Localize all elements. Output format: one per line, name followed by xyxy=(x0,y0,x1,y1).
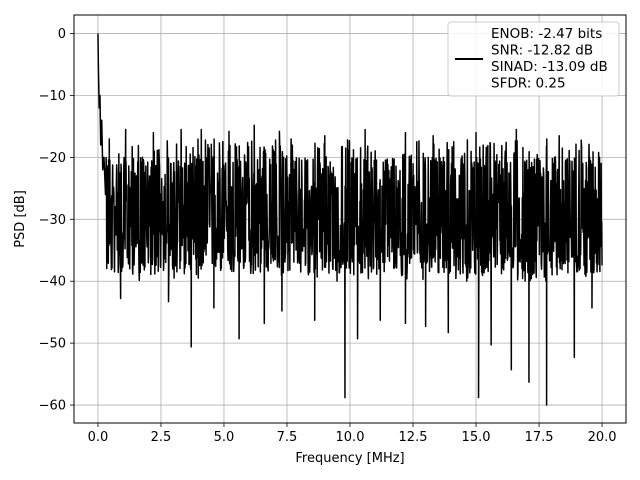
legend-box xyxy=(447,21,620,97)
psd-trace xyxy=(97,33,603,406)
x-axis-ticks: 0.0 2.5 5.0 7.5 10.0 12.5 15.0 17.5 20.0 xyxy=(88,423,617,445)
y-tick-label: −30 xyxy=(39,213,66,228)
legend-sinad-text: SINAD: -13.09 dB xyxy=(491,59,608,75)
y-axis-ticks: 0 −10 −20 −30 −40 −50 −60 xyxy=(39,27,74,414)
legend-snr-text: SNR: -12.82 dB xyxy=(491,43,593,59)
x-tick-label: 17.5 xyxy=(525,430,554,445)
y-tick-label: 0 xyxy=(58,27,66,42)
x-tick-label: 10.0 xyxy=(336,430,365,445)
legend-enob-text: ENOB: -2.47 bits xyxy=(491,26,602,42)
y-tick-label: −10 xyxy=(39,89,66,104)
legend: ENOB: -2.47 bits SNR: -12.82 dB SINAD: -… xyxy=(447,21,620,97)
y-axis-label: PSD [dB] xyxy=(13,190,28,248)
y-tick-label: −20 xyxy=(39,151,66,166)
x-tick-label: 2.5 xyxy=(151,430,172,445)
x-tick-label: 5.0 xyxy=(214,430,235,445)
x-axis-label: Frequency [MHz] xyxy=(295,451,404,466)
y-tick-label: −60 xyxy=(39,399,66,414)
y-tick-label: −40 xyxy=(39,275,66,290)
x-tick-label: 7.5 xyxy=(277,430,298,445)
x-tick-label: 12.5 xyxy=(399,430,428,445)
x-tick-label: 15.0 xyxy=(462,430,491,445)
y-tick-label: −50 xyxy=(39,337,66,352)
x-tick-label: 20.0 xyxy=(588,430,617,445)
x-tick-label: 0.0 xyxy=(88,430,109,445)
psd-series xyxy=(97,33,603,406)
legend-sfdr-text: SFDR: 0.25 xyxy=(491,76,566,92)
